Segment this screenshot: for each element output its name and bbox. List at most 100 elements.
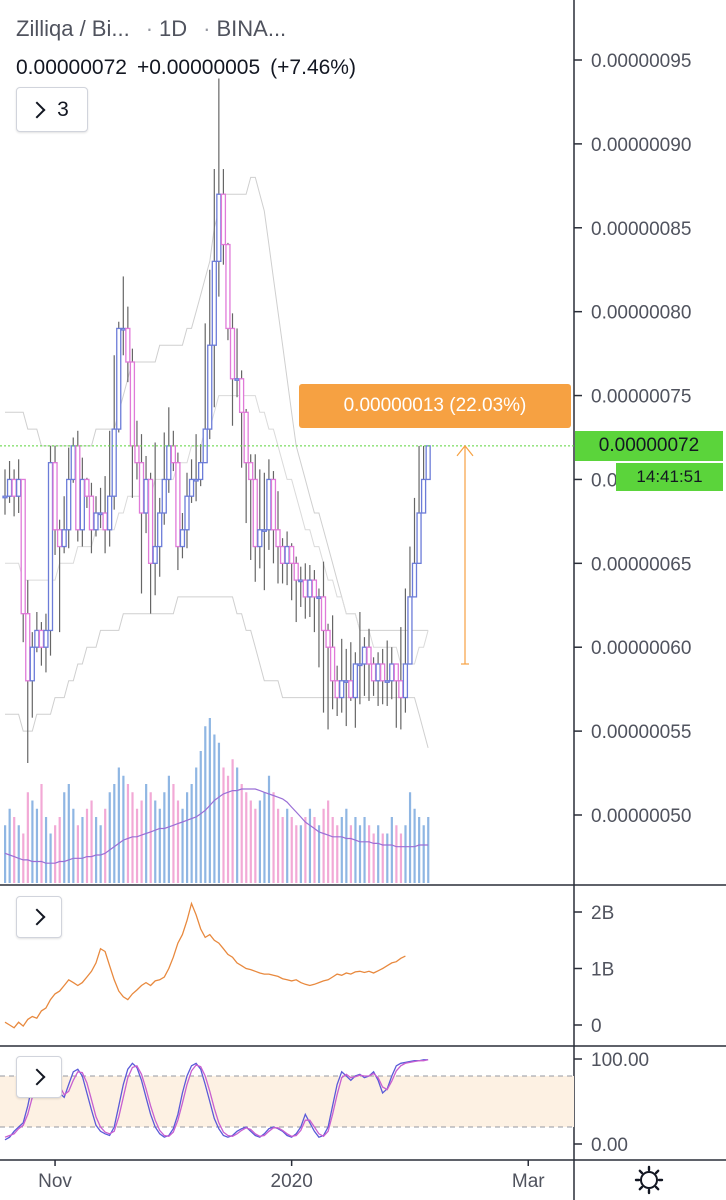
stoch-band-fill bbox=[0, 1076, 574, 1127]
gear-icon[interactable] bbox=[634, 1165, 664, 1195]
candle-body bbox=[348, 680, 354, 699]
candle-body bbox=[238, 378, 245, 413]
stoch-toggle-button[interactable] bbox=[16, 1056, 62, 1098]
volume-bar bbox=[208, 718, 211, 883]
stoch-d-line bbox=[4, 1059, 429, 1138]
exchange: BINA... bbox=[216, 16, 287, 41]
candle-body bbox=[379, 663, 386, 682]
symbol-name[interactable]: Zilliqa / Bi... bbox=[16, 16, 130, 41]
volume-bar bbox=[117, 767, 120, 883]
volume-bar bbox=[381, 833, 384, 883]
indicator-count: 3 bbox=[57, 97, 69, 121]
volume-bar bbox=[327, 800, 330, 883]
candle-body bbox=[161, 478, 167, 514]
volume-bar bbox=[17, 825, 20, 883]
volume-bar bbox=[236, 767, 239, 883]
price-tick-label: 0.00000050 bbox=[591, 806, 691, 827]
candle-body bbox=[375, 663, 381, 682]
candle-body bbox=[352, 663, 359, 699]
obv-toggle-button[interactable] bbox=[16, 896, 62, 938]
price-tick-label: 0.00000060 bbox=[591, 638, 691, 659]
stoch-tick-label: 0.00 bbox=[591, 1135, 628, 1156]
last-price-tag: 0.00000072 bbox=[575, 431, 723, 461]
candle-body bbox=[366, 646, 372, 665]
candle-body bbox=[334, 680, 340, 699]
candle-body bbox=[20, 478, 26, 615]
candle-body bbox=[84, 478, 90, 497]
candle-body bbox=[325, 629, 331, 648]
volume-bar bbox=[304, 817, 307, 883]
candle-body bbox=[70, 445, 76, 481]
obv-tick-label: 1B bbox=[591, 960, 614, 981]
candle-body bbox=[152, 545, 158, 564]
volume-bar bbox=[313, 817, 316, 883]
candle-body bbox=[316, 596, 322, 600]
candle-body bbox=[411, 562, 418, 598]
price-tick-label: 0.00000095 bbox=[591, 51, 691, 72]
volume-bar bbox=[363, 817, 366, 883]
candle-body bbox=[248, 462, 254, 481]
price-pane[interactable] bbox=[0, 0, 574, 883]
volume-bar bbox=[386, 833, 389, 883]
candle-body bbox=[75, 445, 81, 531]
time-tick-label: 2020 bbox=[271, 1171, 313, 1192]
candle-body bbox=[193, 478, 199, 482]
volume-bar bbox=[95, 817, 98, 883]
volume-bar bbox=[349, 825, 352, 883]
candle-body bbox=[138, 462, 145, 514]
candle-body bbox=[47, 462, 54, 632]
volume-bar bbox=[281, 817, 284, 883]
volume-ma-line bbox=[4, 788, 429, 864]
candle-body bbox=[125, 327, 131, 363]
volume-bar bbox=[195, 767, 198, 883]
candle-body bbox=[243, 411, 249, 464]
candle-body bbox=[188, 478, 195, 497]
volume-bar bbox=[135, 808, 139, 883]
candle-body bbox=[157, 512, 163, 548]
symbol-header[interactable]: Zilliqa / Bi... · 1D · BINA... bbox=[16, 16, 292, 42]
axes: 0.00000095 0.00000090 0.00000085 0.00000080… bbox=[38, 51, 691, 1192]
volume-bar bbox=[322, 808, 325, 883]
candle-body bbox=[61, 529, 67, 548]
volume-bar bbox=[254, 808, 257, 883]
candle-body bbox=[43, 629, 49, 648]
indicators-toggle-button[interactable]: 3 bbox=[16, 87, 88, 132]
obv-tick-label: 0 bbox=[591, 1016, 602, 1037]
candle-body bbox=[389, 663, 395, 682]
volume-bar bbox=[26, 792, 29, 883]
volume-bar bbox=[122, 775, 125, 883]
candle-body bbox=[407, 596, 413, 665]
volume-bar bbox=[58, 817, 61, 883]
chevron-right-icon bbox=[28, 101, 46, 118]
candle-body bbox=[216, 193, 222, 262]
chevron-right-icon bbox=[28, 1068, 46, 1086]
volume-bar bbox=[354, 817, 357, 883]
candle-body bbox=[15, 478, 22, 497]
volume-bar bbox=[222, 767, 225, 883]
volume-bar bbox=[226, 775, 230, 883]
interval[interactable]: 1D bbox=[159, 16, 188, 41]
volume-bar bbox=[368, 825, 371, 883]
price-tick-label: 0.00000075 bbox=[591, 387, 691, 408]
stochastic-pane[interactable] bbox=[0, 1059, 574, 1141]
volume-bar bbox=[390, 817, 393, 883]
candle-body bbox=[179, 529, 186, 548]
volume-bar bbox=[181, 808, 184, 883]
candle-body bbox=[79, 478, 85, 531]
candle-body bbox=[225, 243, 231, 330]
price-tick-label: 0.00000055 bbox=[591, 722, 691, 743]
volume-bar bbox=[22, 833, 25, 883]
volume-bar bbox=[4, 825, 7, 883]
volume-bar bbox=[40, 784, 43, 883]
volume-bar bbox=[176, 800, 180, 883]
candle-body bbox=[6, 478, 13, 497]
candle-body bbox=[175, 462, 181, 548]
candle-body bbox=[266, 478, 272, 531]
volume-bar bbox=[81, 817, 84, 883]
price-change: +0.00000005 bbox=[136, 56, 261, 79]
obv-pane[interactable] bbox=[4, 901, 406, 1029]
candle-body bbox=[97, 512, 104, 516]
price-tick-label: 0.00000065 bbox=[591, 554, 691, 575]
volume-bar bbox=[213, 734, 216, 883]
